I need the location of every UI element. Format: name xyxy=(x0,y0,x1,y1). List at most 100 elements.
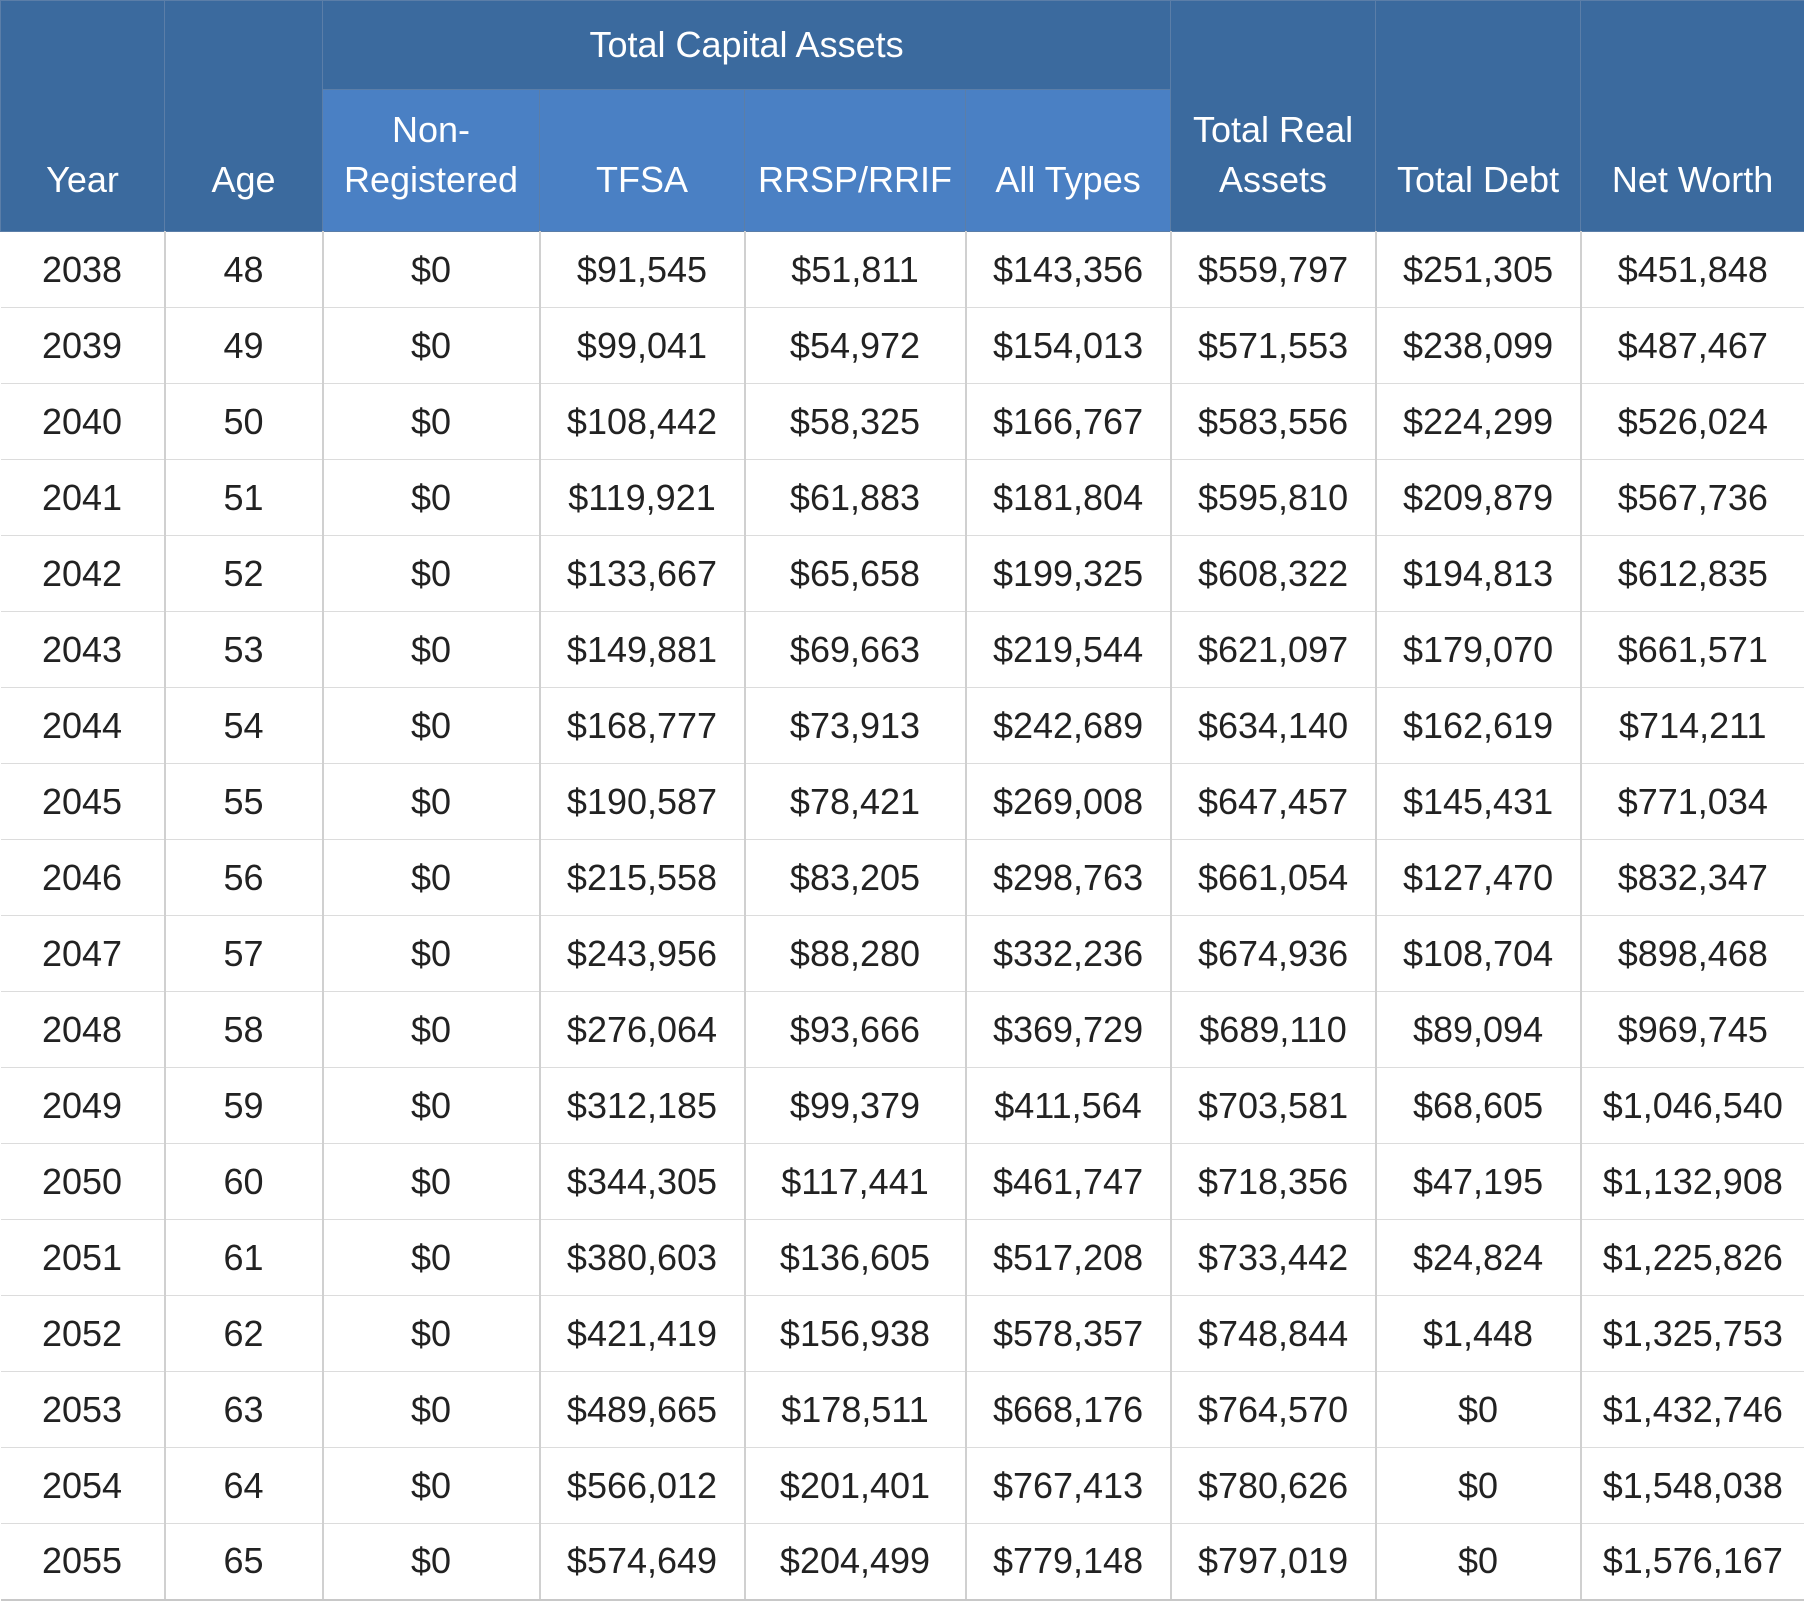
cell-rrsp-rrif: $204,499 xyxy=(743,1523,966,1601)
cell-total-debt: $145,431 xyxy=(1374,763,1582,840)
table-row: 2042 52 $0 $133,667 $65,658 $199,325 $608,322 $… xyxy=(0,535,1804,612)
col-header-total-debt: Total Debt xyxy=(1375,0,1582,232)
table-row: 2039 49 $0 $99,041 $54,972 $154,013 $571,553 $2… xyxy=(0,307,1804,384)
cell-rrsp-rrif: $178,511 xyxy=(743,1371,966,1448)
cell-net-worth: $612,835 xyxy=(1579,535,1804,612)
cell-tfsa: $108,442 xyxy=(538,383,745,460)
table-row: 2044 54 $0 $168,777 $73,913 $242,689 $634,140 $… xyxy=(0,687,1804,764)
table-row: 2054 64 $0 $566,012 $201,401 $767,413 $780,626… xyxy=(0,1447,1804,1524)
cell-total-real-assets: $559,797 xyxy=(1169,231,1377,308)
table-row: 2040 50 $0 $108,442 $58,325 $166,767 $583,556 $… xyxy=(0,383,1804,460)
cell-total-real-assets: $608,322 xyxy=(1169,535,1377,612)
cell-tfsa: $119,921 xyxy=(538,459,745,536)
cell-total-debt: $68,605 xyxy=(1374,1067,1582,1144)
cell-all-types: $517,208 xyxy=(964,1219,1172,1296)
cell-non-registered: $0 xyxy=(321,535,540,612)
cell-total-debt: $89,094 xyxy=(1374,991,1582,1068)
cell-non-registered: $0 xyxy=(321,1371,540,1448)
cell-tfsa: $489,665 xyxy=(538,1371,745,1448)
cell-age: 65 xyxy=(163,1523,323,1601)
cell-year: 2047 xyxy=(0,915,165,992)
table-row: 2055 65 $0 $574,649 $204,499 $779,148 $797,019… xyxy=(0,1523,1804,1601)
cell-non-registered: $0 xyxy=(321,1219,540,1296)
cell-rrsp-rrif: $136,605 xyxy=(743,1219,966,1296)
cell-all-types: $242,689 xyxy=(964,687,1172,764)
col-header-total-real-assets: Total Real Assets xyxy=(1170,0,1377,232)
cell-rrsp-rrif: $51,811 xyxy=(743,231,966,308)
col-header-tfsa: TFSA xyxy=(539,89,745,232)
cell-rrsp-rrif: $88,280 xyxy=(743,915,966,992)
cell-tfsa: $243,956 xyxy=(538,915,745,992)
cell-age: 64 xyxy=(163,1447,323,1524)
cell-age: 53 xyxy=(163,611,323,688)
cell-all-types: $298,763 xyxy=(964,839,1172,916)
col-header-non-registered: Non- Registered xyxy=(322,89,540,232)
table-row: 2041 51 $0 $119,921 $61,883 $181,804 $595,810 $… xyxy=(0,459,1804,536)
cell-non-registered: $0 xyxy=(321,1295,540,1372)
cell-total-debt: $0 xyxy=(1374,1371,1582,1448)
table-row: 2053 63 $0 $489,665 $178,511 $668,176 $764,570… xyxy=(0,1371,1804,1448)
cell-tfsa: $312,185 xyxy=(538,1067,745,1144)
cell-tfsa: $215,558 xyxy=(538,839,745,916)
cell-year: 2043 xyxy=(0,611,165,688)
cell-year: 2042 xyxy=(0,535,165,612)
cell-all-types: $181,804 xyxy=(964,459,1172,536)
cell-rrsp-rrif: $69,663 xyxy=(743,611,966,688)
cell-net-worth: $1,548,038 xyxy=(1579,1447,1804,1524)
cell-total-real-assets: $718,356 xyxy=(1169,1143,1377,1220)
cell-rrsp-rrif: $117,441 xyxy=(743,1143,966,1220)
table-row: 2048 58 $0 $276,064 $93,666 $369,729 $689,110 $… xyxy=(0,991,1804,1068)
cell-total-debt: $251,305 xyxy=(1374,231,1582,308)
cell-non-registered: $0 xyxy=(321,383,540,460)
cell-age: 58 xyxy=(163,991,323,1068)
cell-year: 2054 xyxy=(0,1447,165,1524)
cell-age: 56 xyxy=(163,839,323,916)
cell-rrsp-rrif: $93,666 xyxy=(743,991,966,1068)
cell-year: 2052 xyxy=(0,1295,165,1372)
cell-year: 2053 xyxy=(0,1371,165,1448)
cell-all-types: $166,767 xyxy=(964,383,1172,460)
cell-rrsp-rrif: $83,205 xyxy=(743,839,966,916)
cell-non-registered: $0 xyxy=(321,1143,540,1220)
cell-total-real-assets: $583,556 xyxy=(1169,383,1377,460)
cell-total-real-assets: $703,581 xyxy=(1169,1067,1377,1144)
cell-age: 52 xyxy=(163,535,323,612)
table-row: 2038 48 $0 $91,545 $51,811 $143,356 $559,797 $2… xyxy=(0,231,1804,308)
cell-all-types: $668,176 xyxy=(964,1371,1172,1448)
cell-year: 2040 xyxy=(0,383,165,460)
cell-net-worth: $1,132,908 xyxy=(1579,1143,1804,1220)
cell-year: 2046 xyxy=(0,839,165,916)
group-header-total-capital-assets: Total Capital Assets xyxy=(321,0,1172,90)
cell-total-debt: $238,099 xyxy=(1374,307,1582,384)
table-row: 2046 56 $0 $215,558 $83,205 $298,763 $661,054 $… xyxy=(0,839,1804,916)
cell-year: 2051 xyxy=(0,1219,165,1296)
cell-total-real-assets: $764,570 xyxy=(1169,1371,1377,1448)
cell-year: 2049 xyxy=(0,1067,165,1144)
cell-rrsp-rrif: $58,325 xyxy=(743,383,966,460)
cell-rrsp-rrif: $61,883 xyxy=(743,459,966,536)
cell-tfsa: $276,064 xyxy=(538,991,745,1068)
cell-tfsa: $133,667 xyxy=(538,535,745,612)
cell-tfsa: $190,587 xyxy=(538,763,745,840)
table-row: 2043 53 $0 $149,881 $69,663 $219,544 $621,097 $… xyxy=(0,611,1804,688)
cell-net-worth: $526,024 xyxy=(1579,383,1804,460)
cell-tfsa: $566,012 xyxy=(538,1447,745,1524)
header-row-top: Year Age Total Capital Assets Total Real… xyxy=(0,0,1804,232)
cell-net-worth: $567,736 xyxy=(1579,459,1804,536)
cell-all-types: $369,729 xyxy=(964,991,1172,1068)
cell-age: 60 xyxy=(163,1143,323,1220)
cell-total-debt: $1,448 xyxy=(1374,1295,1582,1372)
cell-net-worth: $771,034 xyxy=(1579,763,1804,840)
cell-non-registered: $0 xyxy=(321,1447,540,1524)
cell-age: 55 xyxy=(163,763,323,840)
cell-total-real-assets: $689,110 xyxy=(1169,991,1377,1068)
table-row: 2047 57 $0 $243,956 $88,280 $332,236 $674,936 $… xyxy=(0,915,1804,992)
cell-year: 2055 xyxy=(0,1523,165,1601)
cell-tfsa: $149,881 xyxy=(538,611,745,688)
cell-tfsa: $380,603 xyxy=(538,1219,745,1296)
cell-net-worth: $1,432,746 xyxy=(1579,1371,1804,1448)
cell-net-worth: $714,211 xyxy=(1579,687,1804,764)
cell-non-registered: $0 xyxy=(321,687,540,764)
cell-total-real-assets: $780,626 xyxy=(1169,1447,1377,1524)
